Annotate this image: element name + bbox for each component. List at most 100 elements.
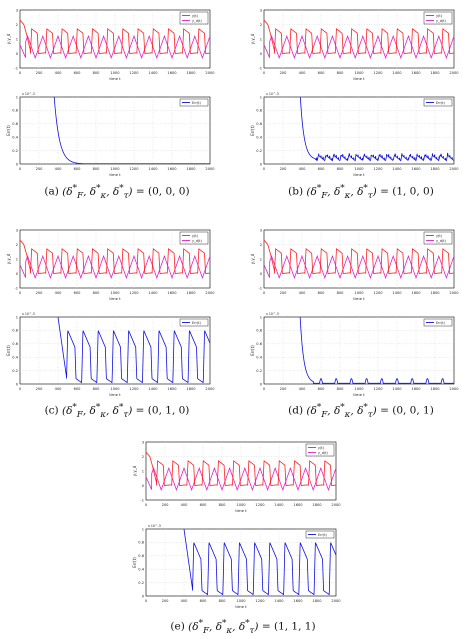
x-tick-label: 200 <box>280 387 288 391</box>
caption-values: = (1, 0, 0) <box>380 185 434 198</box>
x-tick-label: 1200 <box>373 167 383 171</box>
caption-symbols: (δ*F, δ*κ, δ*τ) <box>306 402 377 420</box>
caption-b: (b) (δ*F, δ*κ, δ*τ) = (1, 0, 0) <box>254 183 468 201</box>
legend-label-yd: y_d(t) <box>436 239 447 243</box>
caption-values: = (0, 0, 1) <box>380 404 434 417</box>
legend-top: y(t)y_d(t) <box>305 443 335 457</box>
y-tick-label: 2 <box>260 243 262 247</box>
x-tick-label: 1800 <box>186 387 196 391</box>
y-tick-label: 0.8 <box>138 541 144 545</box>
x-tick-label: 2000 <box>331 599 341 603</box>
x-tick-label: 600 <box>74 387 82 391</box>
y-tick-label: 0.6 <box>138 554 144 558</box>
x-tick-label: 1800 <box>186 167 196 171</box>
x-tick-label: 2000 <box>205 71 215 75</box>
x-tick-label: 600 <box>74 291 82 295</box>
legend-top: y(t)y_d(t) <box>179 11 209 25</box>
x-tick-label: 0 <box>19 167 22 171</box>
y-tick-label: 3 <box>260 8 262 12</box>
x-tick-label: 1800 <box>312 599 322 603</box>
legend-bottom: Err(t) <box>179 318 209 327</box>
caption-e: (e) (δ*F, δ*κ, δ*τ) = (1, 1, 1) <box>136 618 350 636</box>
y-tick-label: 0.2 <box>12 149 18 153</box>
series-err-line <box>299 97 454 162</box>
x-tick-label: 1800 <box>430 387 440 391</box>
x-tick-label: 0 <box>263 387 266 391</box>
y-tick-label: 3 <box>142 440 144 444</box>
legend-label-y: y(t) <box>192 234 199 238</box>
y-tick-label: -1 <box>140 498 144 502</box>
x-tick-label: 200 <box>280 167 288 171</box>
x-axis-label: time t <box>109 296 121 301</box>
x-tick-label: 1600 <box>411 167 421 171</box>
legend-label-yd: y_d(t) <box>192 239 203 243</box>
x-axis-label: time t <box>235 604 247 609</box>
x-tick-label: 1000 <box>110 71 120 75</box>
x-tick-label: 0 <box>19 291 22 295</box>
subfigure-c: 0 200 400 600 800 1000 1200 1400 1600 1800 2000 -1 0… <box>4 222 218 398</box>
x-tick-label: 0 <box>145 599 148 603</box>
caption-values: = (1, 1, 1) <box>261 620 316 633</box>
x-tick-label: 800 <box>93 387 101 391</box>
legend-label-err: Err(t) <box>192 101 202 105</box>
figure-svg: 0 200 400 600 800 1000 1200 1400 1600 1800 2000-10… <box>6 8 215 177</box>
y-tick-label: 1 <box>16 257 18 261</box>
x-axis-label: time t <box>353 392 365 397</box>
y-tick-label: 0.4 <box>138 568 144 572</box>
y-tick-label: 0 <box>16 162 19 166</box>
x-tick-label: 200 <box>162 503 170 507</box>
x-tick-label: 200 <box>36 167 44 171</box>
x-tick-label: 800 <box>93 71 101 75</box>
x-axis-label: time t <box>109 76 121 81</box>
x-tick-label: 1800 <box>430 291 440 295</box>
x-tick-label: 1600 <box>167 387 177 391</box>
x-tick-label: 800 <box>93 291 101 295</box>
legend-label-y: y(t) <box>436 14 443 18</box>
series-yd-line <box>263 34 455 60</box>
x-tick-label: 1600 <box>411 71 421 75</box>
y-tick-label: 1 <box>142 469 144 473</box>
x-tick-label: 600 <box>318 71 326 75</box>
series-yd-line <box>263 254 455 280</box>
y-tick-label: 1 <box>260 95 262 99</box>
figure-svg: 0 200 400 600 800 1000 1200 1400 1600 1800 2000-10… <box>6 228 215 397</box>
y-tick-label: 0.2 <box>256 369 262 373</box>
y-tick-label: 0.4 <box>256 136 262 140</box>
x-tick-label: 1400 <box>392 387 402 391</box>
subfigure-a: 0 200 400 600 800 1000 1200 1400 1600 1800 2000 -1 0… <box>4 2 218 178</box>
legend-bottom: Err(t) <box>305 530 335 539</box>
x-axis-label: time t <box>109 172 121 177</box>
legend-label-yd: y_d(t) <box>318 451 329 455</box>
x-tick-label: 1000 <box>110 291 120 295</box>
legend-box <box>305 530 335 539</box>
y-tick-label: 0 <box>16 52 19 56</box>
legend-bottom: Err(t) <box>423 98 453 107</box>
y-axis-label: Err(t) <box>250 345 255 356</box>
exponent-label: x 10^-3 <box>148 524 161 528</box>
legend-label-err: Err(t) <box>318 533 328 537</box>
y-tick-label: -1 <box>14 66 18 70</box>
x-tick-label: 800 <box>219 599 227 603</box>
caption-symbols: (δ*F, δ*κ, δ*τ) <box>306 183 377 201</box>
x-tick-label: 1800 <box>186 291 196 295</box>
y-tick-label: 0 <box>16 272 19 276</box>
x-tick-label: 1200 <box>255 503 265 507</box>
legend-bottom: Err(t) <box>423 318 453 327</box>
figure-svg: 0 200 400 600 800 1000 1200 1400 1600 1800 2000-10… <box>250 228 459 397</box>
x-tick-label: 1400 <box>392 71 402 75</box>
x-tick-label: 1400 <box>148 71 158 75</box>
x-tick-label: 1800 <box>430 167 440 171</box>
y-axis-label: y,y_d <box>132 465 137 476</box>
y-tick-label: 0.8 <box>12 109 18 113</box>
x-tick-label: 1400 <box>148 387 158 391</box>
x-tick-label: 1200 <box>373 71 383 75</box>
legend-label-yd: y_d(t) <box>436 19 447 23</box>
x-tick-label: 200 <box>162 599 170 603</box>
x-tick-label: 0 <box>19 71 22 75</box>
x-tick-label: 600 <box>318 387 326 391</box>
legend-box <box>179 318 209 327</box>
x-tick-label: 400 <box>299 167 307 171</box>
x-tick-label: 1800 <box>430 71 440 75</box>
y-axis-label: Err(t) <box>132 557 137 568</box>
subfigure-b: 0 200 400 600 800 1000 1200 1400 1600 1800 2000 -1 0… <box>248 2 462 178</box>
